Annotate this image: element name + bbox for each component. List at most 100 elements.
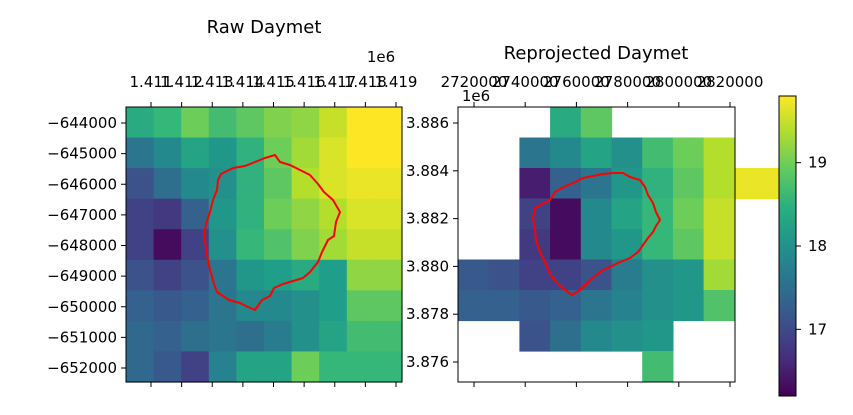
- y-tick-label: −646000: [47, 175, 117, 193]
- heatmap-cell: [611, 290, 643, 322]
- y-tick-label: 3.880: [406, 257, 449, 275]
- heatmap-cell: [319, 198, 348, 230]
- colorbar-tick-label: 18: [808, 237, 827, 255]
- heatmap-cell: [703, 259, 735, 291]
- heatmap-cell: [236, 290, 265, 322]
- x-tick-label: 2720000: [441, 73, 508, 91]
- heatmap-cell: [611, 198, 643, 230]
- heatmap-cell: [672, 259, 705, 291]
- heatmap-cell: [346, 168, 375, 200]
- heatmap-cell: [208, 137, 237, 169]
- heatmap-cell: [153, 107, 182, 139]
- reprojected-daymet-watershed-outline: [532, 172, 661, 296]
- heatmap-cell: [611, 229, 643, 261]
- heatmap-cell: [550, 229, 582, 261]
- heatmap-cell: [374, 290, 403, 322]
- heatmap-cell: [126, 107, 155, 139]
- heatmap-cell: [181, 320, 210, 353]
- heatmap-cell: [264, 320, 293, 353]
- heatmap-cell: [208, 259, 237, 291]
- heatmap-cell: [346, 290, 375, 322]
- heatmap-cell: [208, 229, 237, 261]
- heatmap-cell: [236, 351, 265, 383]
- heatmap-cell: [153, 320, 182, 353]
- heatmap-cell: [550, 320, 582, 352]
- x-tick-label: 1.417: [313, 73, 356, 91]
- y-tick-label: −652000: [47, 359, 117, 377]
- y-tick-label: −644000: [47, 114, 117, 132]
- heatmap-cell: [374, 137, 403, 169]
- heatmap-cell: [126, 351, 155, 383]
- raw-daymet-panel: Raw Daymet 1e6 1.4111.4121.4131.4141.415…: [47, 17, 417, 387]
- y-tick-label: 3.884: [406, 162, 449, 180]
- heatmap-cell: [550, 137, 582, 169]
- y-tick-label: 3.886: [406, 114, 449, 132]
- heatmap-cell: [374, 168, 403, 200]
- heatmap-cell: [264, 107, 293, 139]
- y-tick-label: 3.878: [406, 305, 449, 323]
- heatmap-cell: [519, 290, 551, 322]
- heatmap-cell: [703, 198, 735, 230]
- x-tick-label: 2820000: [697, 73, 764, 91]
- heatmap-cell: [642, 137, 674, 169]
- heatmap-cell: [319, 168, 348, 200]
- x-tick-label: 1.416: [283, 73, 326, 91]
- heatmap-cell: [346, 320, 375, 353]
- heatmap-cell: [519, 137, 551, 169]
- y-tick-label: 3.876: [406, 353, 449, 371]
- heatmap-cell: [550, 107, 582, 139]
- colorbar: 17 18 19: [778, 95, 827, 397]
- heatmap-cell: [126, 137, 155, 169]
- heatmap-cell: [291, 137, 320, 169]
- raw-daymet-cells: [126, 107, 403, 383]
- raw-daymet-y-ticks: −644000 −645000 −646000 −647000 −648000 −6490…: [47, 114, 126, 377]
- heatmap-cell: [236, 107, 265, 139]
- heatmap-cell: [703, 137, 735, 169]
- heatmap-cell: [291, 229, 320, 261]
- x-tick-label: 2780000: [594, 73, 661, 91]
- heatmap-cell: [264, 198, 293, 230]
- raw-daymet-title: Raw Daymet: [207, 17, 322, 38]
- heatmap-cell: [580, 107, 613, 139]
- heatmap-cell: [126, 290, 155, 322]
- heatmap-cell: [374, 259, 403, 291]
- heatmap-cell: [264, 168, 293, 200]
- y-tick-label: −645000: [47, 145, 117, 163]
- heatmap-cell: [519, 168, 551, 200]
- x-tick-label: 1.419: [375, 73, 418, 91]
- colorbar-ticks: 17 18 19: [796, 154, 827, 338]
- heatmap-cell: [734, 168, 766, 200]
- reprojected-daymet-x-ticks: 2720000274000027600002780000280000028200…: [441, 73, 764, 387]
- y-tick-label: −649000: [47, 267, 117, 285]
- heatmap-cell: [181, 137, 210, 169]
- heatmap-cell: [236, 229, 265, 261]
- heatmap-cell: [181, 198, 210, 230]
- heatmap-cell: [672, 198, 705, 230]
- heatmap-cell: [291, 320, 320, 353]
- heatmap-cell: [346, 259, 375, 291]
- heatmap-cell: [550, 168, 582, 200]
- heatmap-cell: [181, 259, 210, 291]
- heatmap-cell: [642, 351, 674, 383]
- heatmap-cell: [319, 107, 348, 139]
- heatmap-cell: [458, 290, 490, 322]
- heatmap-cell: [126, 229, 155, 261]
- x-tick-label: 2760000: [543, 73, 610, 91]
- heatmap-cell: [126, 320, 155, 353]
- heatmap-cell: [291, 290, 320, 322]
- heatmap-cell: [208, 107, 237, 139]
- reprojected-daymet-cells: [458, 107, 797, 383]
- reprojected-daymet-panel: Reprojected Daymet 1e6 27200002740000276…: [406, 43, 797, 387]
- reprojected-daymet-title: Reprojected Daymet: [504, 43, 689, 64]
- x-tick-label: 1.411: [130, 73, 173, 91]
- heatmap-cell: [672, 168, 705, 200]
- colorbar-tick-label: 17: [808, 320, 827, 338]
- heatmap-cell: [208, 198, 237, 230]
- y-tick-label: −648000: [47, 237, 117, 255]
- heatmap-cell: [126, 259, 155, 291]
- heatmap-cell: [319, 259, 348, 291]
- x-tick-label: 2800000: [645, 73, 712, 91]
- heatmap-cell: [672, 229, 705, 261]
- heatmap-cell: [346, 229, 375, 261]
- heatmap-cell: [672, 290, 705, 322]
